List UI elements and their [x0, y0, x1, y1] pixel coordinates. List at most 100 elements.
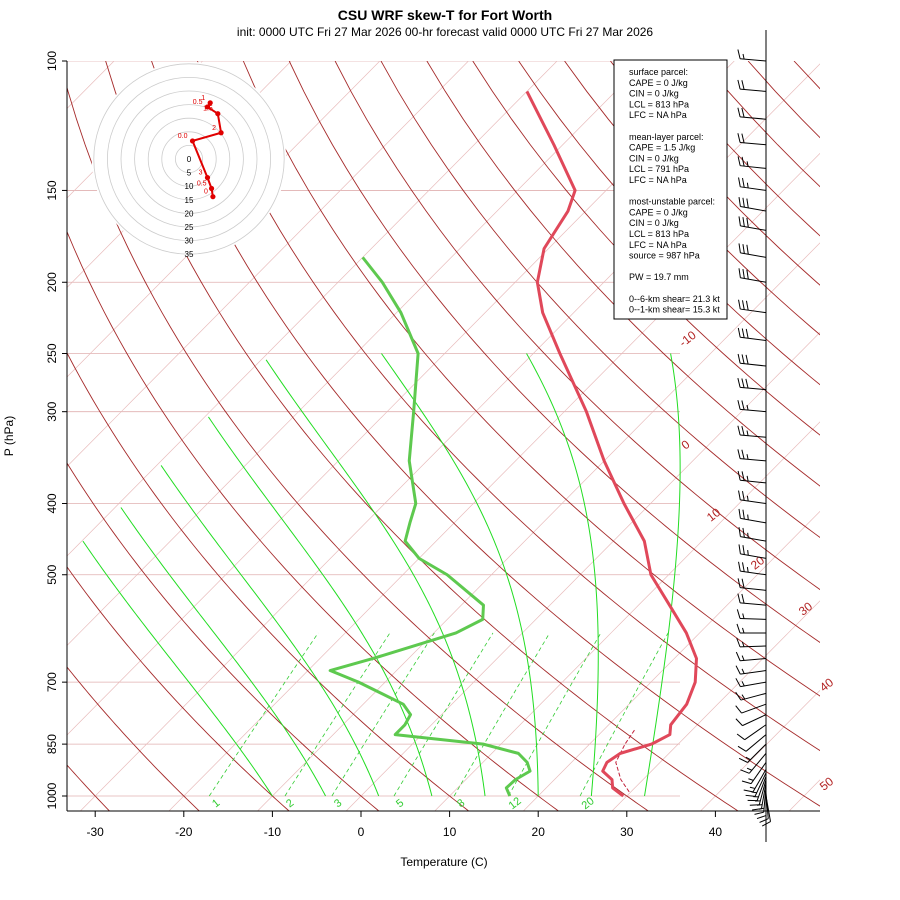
barb-flag	[741, 578, 745, 589]
wind-barb	[736, 724, 767, 741]
barb-half-flag	[747, 550, 749, 556]
barb-staff	[740, 141, 767, 146]
barb-flag	[759, 818, 769, 823]
barb-staff	[739, 645, 767, 648]
barb-flag	[742, 491, 745, 501]
hodograph-ring-label: 20	[185, 209, 194, 218]
wind-barb	[736, 623, 766, 634]
x-tick-label: 0	[358, 825, 365, 839]
legend-line: LCL = 791 hPa	[629, 164, 689, 174]
barb-flag	[742, 177, 745, 188]
barb-flag	[745, 354, 749, 365]
barb-half-flag	[742, 613, 745, 619]
barb-staff	[740, 186, 767, 191]
barb-flag	[756, 815, 767, 820]
isotherm	[345, 331, 820, 811]
barb-flag	[736, 623, 741, 634]
legend-line: LCL = 813 hPa	[629, 99, 689, 109]
hodograph-point-label: 0.5	[193, 99, 203, 106]
wind-barb	[737, 133, 767, 146]
barb-staff	[744, 724, 767, 741]
wind-barb	[737, 425, 767, 438]
barb-staff	[740, 602, 767, 606]
legend-line: source = 987 hPa	[629, 251, 700, 261]
barb-staff	[740, 681, 767, 688]
barb-flag	[737, 449, 741, 459]
barb-staff	[740, 277, 767, 283]
hodograph-point	[204, 104, 211, 110]
barb-flag	[738, 197, 741, 207]
wind-barb	[741, 762, 767, 785]
barb-half-flag	[741, 668, 745, 674]
isotherm	[67, 61, 469, 468]
barb-flag	[735, 691, 742, 701]
barb-staff	[740, 206, 767, 212]
legend-box	[613, 59, 728, 320]
legend-line: CAPE = 1.5 J/kg	[629, 143, 695, 153]
barb-flag	[746, 244, 749, 255]
wind-barb	[735, 665, 767, 675]
isotherm	[79, 63, 820, 811]
mixing-ratio-line	[453, 632, 551, 797]
dry-adiabat	[701, 61, 820, 188]
isotherm-label: 50	[817, 774, 836, 793]
isotherm-label: 40	[817, 675, 836, 694]
dry-adiabat	[105, 61, 739, 811]
barb-staff	[754, 772, 767, 797]
barb-flag	[740, 769, 750, 774]
barb-half-flag	[749, 786, 756, 789]
wind-barb	[736, 609, 767, 620]
barb-flag	[735, 705, 742, 714]
dewpoint-profile-line	[328, 256, 532, 797]
wind-barb	[738, 243, 767, 258]
barb-staff	[758, 779, 767, 805]
legend-line: most-unstable parcel:	[629, 197, 715, 207]
barb-half-flag	[748, 778, 754, 781]
isotherm	[67, 61, 558, 557]
hodograph-background	[91, 61, 287, 257]
barb-flag	[738, 508, 741, 519]
y-axis-label: P (hPa)	[2, 416, 16, 456]
y-tick-label: 850	[45, 734, 59, 754]
barb-staff	[739, 617, 767, 620]
wind-barb	[738, 490, 767, 505]
isotherm-label: 0	[679, 437, 693, 452]
wind-barb	[738, 527, 767, 542]
barb-flag	[741, 133, 745, 143]
legend-line: PW = 19.7 mm	[629, 272, 689, 282]
barb-staff	[742, 714, 767, 727]
barb-staff	[740, 434, 767, 438]
legend-line: LFC = NA hPa	[629, 240, 687, 250]
barb-staff	[740, 88, 767, 92]
legend-line: CAPE = 0 J/kg	[629, 207, 688, 217]
wind-barb	[737, 378, 767, 391]
barb-flag	[738, 243, 741, 253]
barb-flag	[738, 490, 741, 500]
wind-barb	[738, 508, 767, 524]
barb-flag	[737, 107, 741, 118]
moist-adiabat	[82, 540, 273, 797]
barb-staff	[760, 782, 767, 809]
x-axis-label: Temperature (C)	[400, 855, 487, 869]
wind-barb	[738, 197, 767, 212]
moist-adiabat	[208, 416, 433, 797]
legend-line: mean-layer parcel:	[629, 132, 704, 142]
barb-half-flag	[742, 627, 745, 634]
hodograph-ring-label: 35	[185, 250, 194, 259]
legend-line: CIN = 0 J/kg	[629, 218, 679, 228]
x-tick-label: 20	[532, 825, 546, 839]
dry-adiabat	[242, 61, 820, 697]
wind-barb	[735, 703, 767, 714]
hodograph-point	[207, 100, 213, 106]
barb-flag	[738, 216, 741, 226]
barb-flag	[738, 268, 741, 278]
mixing-ratio-line	[208, 632, 319, 797]
barb-flag	[741, 400, 745, 410]
wind-barb	[738, 561, 767, 576]
y-tick-label: 300	[45, 401, 59, 421]
barb-flag	[743, 789, 754, 793]
barb-staff	[740, 458, 767, 462]
barb-flag	[742, 217, 745, 227]
wind-barb	[738, 544, 767, 559]
hodograph-point	[208, 185, 215, 192]
